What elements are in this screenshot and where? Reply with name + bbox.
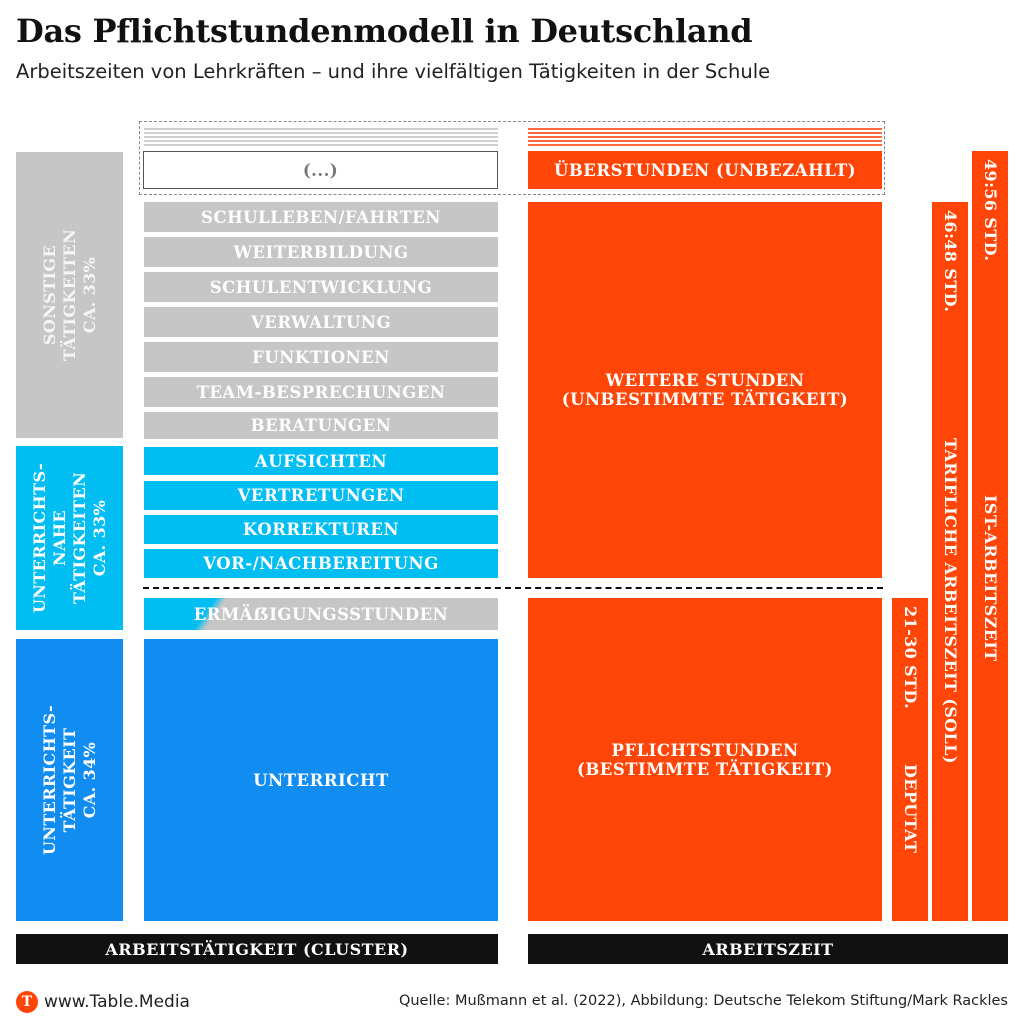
activity-vor-nachbereitung: VOR-/NACHBEREITUNG [144, 549, 498, 578]
page-subtitle: Arbeitszeiten von Lehrkräften – und ihre… [16, 60, 771, 83]
category-unterricht-line2: TÄTIGKEIT [59, 727, 79, 833]
table-media-url: www.Table.Media [44, 992, 190, 1012]
mandatory-hours-line2: (BESTIMMTE TÄTIGKEIT) [577, 759, 833, 779]
table-media-logo[interactable]: T www.Table.Media [16, 991, 190, 1013]
further-hours-line2: (UNBESTIMMTE TÄTIGKEIT) [561, 390, 849, 409]
category-unterrichtsnahe-line3: TÄTIGKEITEN [69, 471, 89, 605]
activity-label: UNTERRICHT [253, 770, 389, 790]
category-sonstige-line1: SONSTIGE [39, 244, 59, 346]
activity-verwaltung: VERWALTUNG [144, 307, 498, 337]
category-unterricht: UNTERRICHTS- TÄTIGKEIT CA. 34% [16, 639, 123, 921]
activity-weiterbildung: WEITERBILDUNG [144, 237, 498, 267]
overtime-box: ÜBERSTUNDEN (UNBEZAHLT) [528, 151, 882, 189]
activity-beratungen: BERATUNGEN [144, 412, 498, 439]
activity-label: BERATUNGEN [250, 416, 392, 435]
table-media-logo-icon: T [16, 991, 38, 1013]
activity-ermaessigungsstunden: ERMÄẞIGUNGSSTUNDEN [144, 598, 498, 630]
activity-label: FUNKTIONEN [252, 347, 390, 367]
placeholder-label: (...) [302, 160, 339, 180]
gray-stripes [144, 128, 498, 148]
category-unterricht-line3: CA. 34% [79, 741, 99, 819]
activity-schulleben: SCHULLEBEN/FAHRTEN [144, 202, 498, 232]
activity-vertretungen: VERTRETUNGEN [144, 481, 498, 510]
soll-bar: 46:48 STD. TARIFLICHE ARBEITSZEIT (SOLL) [932, 202, 968, 921]
activity-label: TEAM-BESPRECHUNGEN [196, 382, 446, 402]
activity-team-besprechungen: TEAM-BESPRECHUNGEN [144, 377, 498, 407]
activity-aufsichten: AUFSICHTEN [144, 447, 498, 475]
activity-label: VERTRETUNGEN [237, 486, 405, 505]
category-unterrichtsnahe: UNTERRICHTS- NAHE TÄTIGKEITEN CA. 33% [16, 446, 123, 630]
deputat-hours: 21-30 STD. [901, 606, 920, 710]
orange-stripes [528, 128, 882, 148]
placeholder-box: (...) [143, 151, 498, 189]
mandatory-hours-box: PFLICHTSTUNDEN (BESTIMMTE TÄTIGKEIT) [528, 598, 882, 921]
page-title: Das Pflichtstundenmodell in Deutschland [16, 12, 753, 50]
activity-label: KORREKTUREN [242, 520, 400, 539]
footer-cluster-label: ARBEITSTÄTIGKEIT (CLUSTER) [105, 939, 409, 959]
activity-label: VERWALTUNG [250, 312, 392, 332]
footer-worktime-label: ARBEITSZEIT [702, 939, 834, 959]
category-sonstige-line2: TÄTIGKEITEN [59, 228, 79, 362]
ist-label: IST-ARBEITSZEIT [981, 495, 1000, 662]
ist-hours: 49:56 STD. [981, 159, 1000, 262]
deputat-bar: 21-30 STD. DEPUTAT [892, 598, 928, 921]
category-sonstige-line3: CA. 33% [79, 256, 99, 334]
further-hours-box: WEITERE STUNDEN (UNBESTIMMTE TÄTIGKEIT) [528, 202, 882, 578]
category-sonstige: SONSTIGE TÄTIGKEITEN CA. 33% [16, 152, 123, 438]
category-unterricht-line1: UNTERRICHTS- [39, 704, 59, 856]
separator-dashed-line [143, 587, 883, 589]
activity-label: WEITERBILDUNG [233, 242, 409, 262]
footer-worktime-bar: ARBEITSZEIT [528, 934, 1008, 964]
mandatory-hours-line1: PFLICHTSTUNDEN [611, 740, 799, 760]
activity-korrekturen: KORREKTUREN [144, 515, 498, 544]
activity-label: SCHULENTWICKLUNG [209, 277, 433, 297]
overtime-label: ÜBERSTUNDEN (UNBEZAHLT) [553, 160, 857, 180]
soll-label: TARIFLICHE ARBEITSZEIT (SOLL) [941, 438, 960, 764]
activity-label: SCHULLEBEN/FAHRTEN [201, 207, 441, 227]
source-note: Quelle: Mußmann et al. (2022), Abbildung… [398, 993, 1008, 1009]
footer-cluster-bar: ARBEITSTÄTIGKEIT (CLUSTER) [16, 934, 498, 964]
overtime-dashed-frame [139, 121, 885, 195]
activity-schulentwicklung: SCHULENTWICKLUNG [144, 272, 498, 302]
soll-hours: 46:48 STD. [941, 210, 960, 313]
activity-funktionen: FUNKTIONEN [144, 342, 498, 372]
activity-unterricht: UNTERRICHT [144, 639, 498, 921]
activity-label: VOR-/NACHBEREITUNG [203, 554, 439, 573]
category-unterrichtsnahe-line4: CA. 33% [89, 499, 109, 577]
ist-bar: 49:56 STD. IST-ARBEITSZEIT [972, 151, 1008, 921]
category-unterrichtsnahe-line2: NAHE [49, 510, 69, 566]
deputat-label: DEPUTAT [901, 764, 920, 854]
category-unterrichtsnahe-line1: UNTERRICHTS- [29, 462, 49, 614]
activity-label: ERMÄẞIGUNGSSTUNDEN [193, 604, 449, 624]
activity-label: AUFSICHTEN [254, 451, 388, 471]
further-hours-line1: WEITERE STUNDEN [605, 371, 805, 390]
